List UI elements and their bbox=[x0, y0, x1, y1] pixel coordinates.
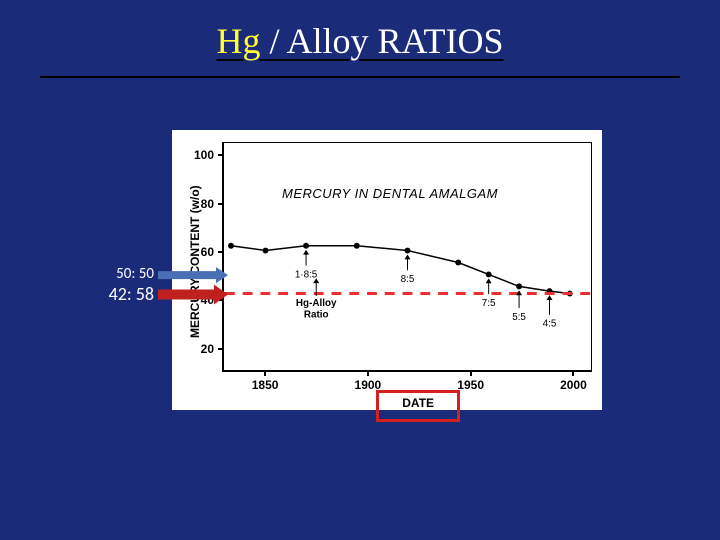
ratio-annotation-label: 5:5 bbox=[512, 312, 526, 323]
y-tick-label: 100 bbox=[194, 148, 214, 162]
ratio-annotation-label: 1·8:5 bbox=[295, 269, 318, 280]
x-tick bbox=[470, 370, 472, 376]
ratio-annotation-arrowhead bbox=[405, 254, 411, 259]
y-tick-label: 80 bbox=[201, 197, 214, 211]
y-tick bbox=[218, 348, 224, 350]
y-tick bbox=[218, 251, 224, 253]
series-marker bbox=[263, 248, 269, 254]
y-tick-label: 20 bbox=[201, 342, 214, 356]
x-tick-label: 1950 bbox=[457, 378, 484, 392]
ratio-annotation-arrowhead bbox=[547, 295, 553, 300]
y-axis-title: MERCURY CONTENT (w/o) bbox=[188, 185, 202, 338]
x-tick bbox=[367, 370, 369, 376]
ratio-block-line2: Ratio bbox=[304, 310, 329, 321]
series-marker bbox=[516, 283, 522, 289]
y-tick bbox=[218, 299, 224, 301]
plot-area: 1·8:58:57:55:54:5Hg-AlloyRatio 204060801… bbox=[222, 142, 592, 372]
ratio-annotation-arrowhead bbox=[486, 278, 492, 283]
ratio-annotation-label: 7:5 bbox=[482, 298, 496, 309]
ratio-label-50-50: 50: 50 bbox=[116, 265, 154, 283]
ratio-annotation-arrowhead bbox=[303, 250, 309, 255]
series-marker bbox=[303, 243, 309, 249]
series-marker bbox=[486, 271, 492, 277]
x-tick-label: 1850 bbox=[252, 378, 279, 392]
date-highlight-box bbox=[376, 390, 460, 422]
x-tick bbox=[572, 370, 574, 376]
y-tick-label: 40 bbox=[201, 293, 214, 307]
series-marker bbox=[354, 243, 360, 249]
chart-frame: 1·8:5 8:5 7:5 5:5 4:5 Hg-AlloyRatio 20 40 60 80 1… bbox=[172, 130, 602, 410]
ratio-annotation-label: 4:5 bbox=[543, 319, 557, 330]
x-tick bbox=[264, 370, 266, 376]
ratio-block-line1: Hg-Alloy bbox=[296, 298, 337, 309]
chart-subtitle: MERCURY IN DENTAL AMALGAM bbox=[282, 186, 498, 201]
series-marker bbox=[405, 248, 411, 254]
chart-svg: 1·8:5 8:5 7:5 5:5 4:5 Hg-AlloyRatio bbox=[224, 143, 591, 370]
ratio-label-42-58: 42: 58 bbox=[109, 283, 154, 305]
y-tick bbox=[218, 203, 224, 205]
page-title: Hg / Alloy RATIOS bbox=[0, 20, 720, 62]
x-tick-label: 2000 bbox=[560, 378, 587, 392]
title-rest: / Alloy RATIOS bbox=[260, 21, 503, 61]
ratio-annotation-label: 8:5 bbox=[401, 274, 415, 285]
title-rule bbox=[40, 76, 680, 78]
y-tick bbox=[218, 154, 224, 156]
title-accent: Hg bbox=[216, 21, 260, 61]
y-tick-label: 60 bbox=[201, 245, 214, 259]
series-marker bbox=[455, 260, 461, 266]
series-marker bbox=[228, 243, 234, 249]
